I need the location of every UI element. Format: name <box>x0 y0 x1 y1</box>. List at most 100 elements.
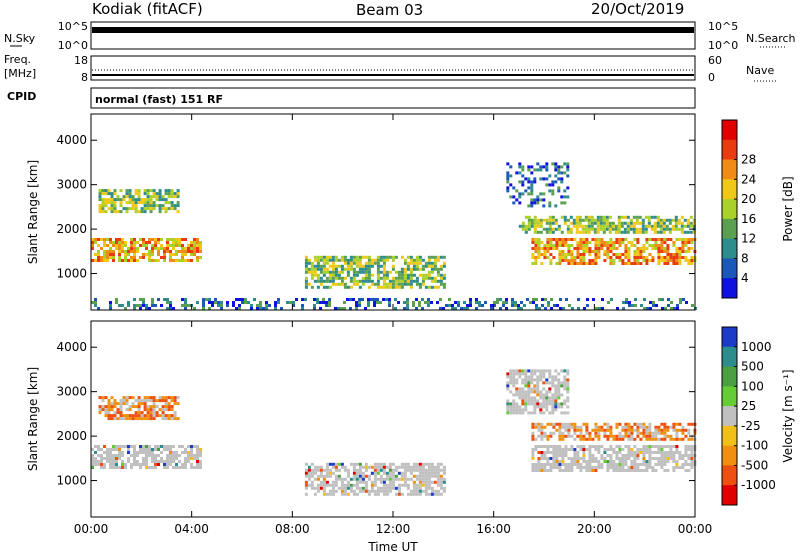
echo-cell <box>642 463 646 466</box>
echo-cell <box>146 417 150 421</box>
echo-cell <box>104 408 108 412</box>
echo-cell <box>651 238 655 241</box>
echo-cell <box>645 469 649 472</box>
echo-cell <box>154 238 157 241</box>
echo-cell <box>149 408 153 412</box>
echo-cell <box>660 422 664 426</box>
echo-cell <box>627 425 631 429</box>
echo-cell <box>133 298 136 301</box>
echo-cell <box>608 221 612 225</box>
echo-cell <box>555 262 559 265</box>
echo-cell <box>364 273 368 277</box>
echo-cell <box>175 454 178 457</box>
echo-cell <box>663 262 667 265</box>
echo-cell <box>361 279 365 283</box>
echo-cell <box>427 255 431 259</box>
echo-cell <box>424 276 428 280</box>
echo-cell <box>109 238 112 241</box>
echo-cell <box>567 463 571 466</box>
echo-cell <box>560 180 564 184</box>
echo-cell <box>292 301 295 304</box>
echo-cell <box>436 477 440 481</box>
echo-cell <box>484 301 487 304</box>
echo-cell <box>142 448 145 451</box>
echo-cell <box>569 230 573 234</box>
echo-cell <box>512 411 516 415</box>
echo-region-3 <box>531 445 697 472</box>
echo-cell <box>415 462 419 466</box>
echo-cell <box>618 241 622 244</box>
echo-cell <box>546 247 550 250</box>
echo-cell <box>164 207 168 211</box>
echo-cell <box>427 264 431 268</box>
echo-cell <box>346 261 350 265</box>
echo-cell <box>690 238 694 241</box>
echo-cell <box>686 230 690 234</box>
echo-cell <box>133 448 136 451</box>
echo-cell <box>373 298 376 301</box>
echo-cell <box>659 230 663 234</box>
echo-cell <box>94 451 97 454</box>
echo-cell <box>169 448 172 451</box>
echo-cell <box>527 165 531 169</box>
echo-cell <box>576 457 580 460</box>
echo-cell <box>651 457 655 460</box>
echo-cell <box>546 463 550 466</box>
echo-cell <box>618 445 622 448</box>
echo-cell <box>551 183 555 187</box>
echo-cell <box>627 451 631 454</box>
colorbar-tick-label: 24 <box>741 172 756 186</box>
echo-cell <box>549 238 553 241</box>
echo-cell <box>427 462 431 466</box>
echo-cell <box>217 301 220 304</box>
echo-cell <box>265 304 268 307</box>
echo-cell <box>651 256 655 259</box>
echo-cell <box>666 250 670 253</box>
echo-cell <box>304 285 308 289</box>
echo-cell <box>394 465 398 469</box>
y-axis-label: Slant Range [km] <box>26 367 40 471</box>
echo-cell <box>337 276 341 280</box>
echo-cell <box>478 304 481 307</box>
echo-cell <box>169 445 172 448</box>
echo-cell <box>412 474 416 478</box>
echo-cell <box>367 261 371 265</box>
echo-cell <box>316 483 320 487</box>
echo-cell <box>630 244 634 247</box>
echo-cell <box>331 273 335 277</box>
echo-cell <box>527 227 531 231</box>
echo-cell <box>675 448 679 451</box>
echo-cell <box>137 201 141 205</box>
echo-cell <box>635 221 639 225</box>
echo-cell <box>130 238 133 241</box>
echo-cell <box>196 241 199 244</box>
echo-cell <box>409 471 413 475</box>
echo-cell <box>367 465 371 469</box>
echo-cell <box>585 431 589 435</box>
echo-cell <box>572 218 576 222</box>
echo-cell <box>388 285 392 289</box>
echo-cell <box>552 454 556 457</box>
echo-cell <box>561 454 565 457</box>
echo-cell <box>370 261 374 265</box>
echo-cell <box>158 210 162 214</box>
echo-cell <box>175 466 178 469</box>
echo-cell <box>131 405 135 409</box>
echo-cell <box>101 192 105 196</box>
echo-cell <box>551 402 555 406</box>
echo-cell <box>691 304 694 307</box>
echo-cell <box>642 250 646 253</box>
echo-cell <box>680 224 684 228</box>
echo-cell <box>304 264 308 268</box>
echo-cell <box>597 241 601 244</box>
echo-cell <box>570 259 574 262</box>
echo-cell <box>663 463 667 466</box>
echo-cell <box>134 399 138 403</box>
echo-cell <box>415 489 419 493</box>
echo-cell <box>355 301 358 304</box>
echo-cell <box>548 189 552 193</box>
echo-cell <box>118 241 121 244</box>
echo-cell <box>603 448 607 451</box>
echo-cell <box>554 402 558 406</box>
echo-cell <box>567 466 571 469</box>
